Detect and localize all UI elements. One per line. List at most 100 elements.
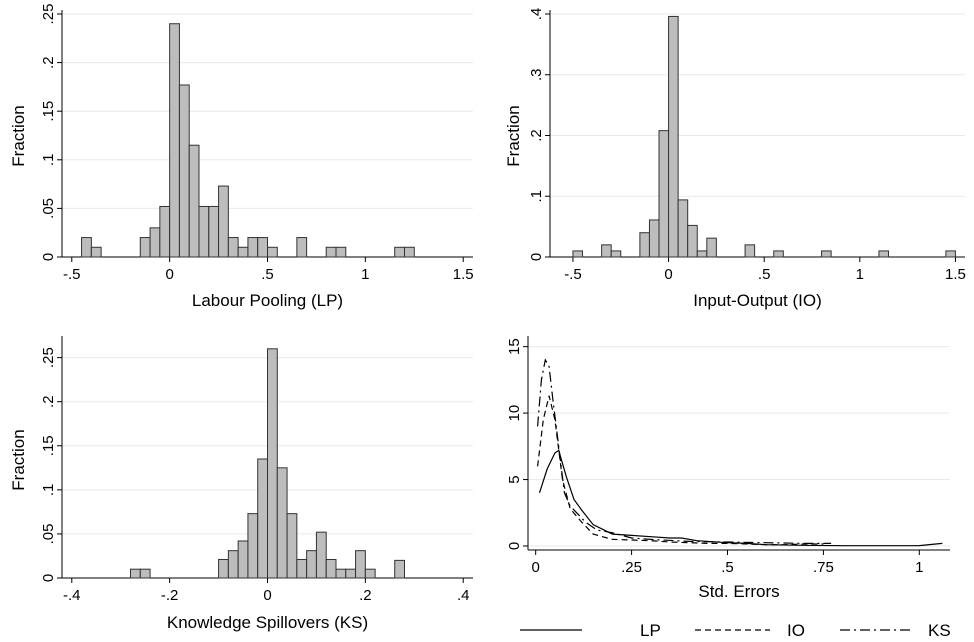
histogram-bar xyxy=(188,144,200,258)
histogram-bar xyxy=(149,227,161,258)
histogram-bar xyxy=(257,237,269,258)
x-tick-label: 0 xyxy=(532,559,540,576)
x-tick-label: .4 xyxy=(457,587,470,604)
histogram-bar xyxy=(198,205,210,258)
y-tick-label: 0 xyxy=(528,253,545,261)
y-tick-label: 0 xyxy=(506,542,523,550)
histogram-bar xyxy=(276,467,288,579)
histogram-bar xyxy=(286,513,298,579)
x-tick-label: .75 xyxy=(813,559,834,576)
x-tick-label: -.5 xyxy=(63,266,81,283)
y-tick-label: 5 xyxy=(506,475,523,483)
histogram-bar xyxy=(335,568,347,579)
legend-label-io: IO xyxy=(787,621,805,640)
histogram-bar xyxy=(247,237,259,258)
histogram-bar xyxy=(237,246,249,258)
y-axis-title: Fraction xyxy=(504,105,523,166)
histogram-bar xyxy=(267,348,278,579)
x-axis-title: Input-Output (IO) xyxy=(693,291,822,310)
y-axis-title: Fraction xyxy=(9,105,28,166)
histogram-bar xyxy=(601,244,612,258)
histogram-bar xyxy=(658,130,670,258)
x-tick-label: 1 xyxy=(856,266,864,283)
histogram-bar xyxy=(130,568,141,579)
y-tick-label: .2 xyxy=(40,395,57,408)
histogram-bar xyxy=(355,550,366,579)
histogram-bar xyxy=(639,232,650,258)
histogram-input-output: 0 .1 .2 .3 .4 -.5 0 .5 1 1.5 Input-Output (IO) Frac… xyxy=(504,8,966,310)
histogram-bar xyxy=(325,558,337,579)
x-axis-title: Labour Pooling (LP) xyxy=(192,291,343,310)
x-axis-title: Std. Errors xyxy=(698,582,779,601)
histogram-bar xyxy=(267,246,278,258)
histogram-labour-pooling: 0 .05 .1 .15 .2 .25 -.5 0 .5 1 1.5 Labour Pooling (… xyxy=(9,4,474,310)
y-tick-label: 0 xyxy=(40,574,57,582)
histogram-bar xyxy=(677,199,689,258)
histogram-bar xyxy=(394,246,406,258)
y-tick-label: .3 xyxy=(528,68,545,81)
x-tick-label: 0 xyxy=(165,266,173,283)
histogram-bar xyxy=(218,558,229,579)
y-tick-label: 0 xyxy=(40,253,57,261)
histogram-bar xyxy=(773,250,784,258)
x-axis-title: Knowledge Spillovers (KS) xyxy=(167,613,368,632)
density-line-ks xyxy=(537,358,832,544)
histogram-bar xyxy=(139,568,151,579)
legend-label-lp: LP xyxy=(640,621,661,640)
histogram-bar xyxy=(945,250,956,258)
x-tick-label: 1 xyxy=(361,266,369,283)
histogram-bar xyxy=(821,250,832,258)
density-std-errors: 0 5 10 15 0 .25 .5 .75 1 Std. Errors xyxy=(506,336,950,601)
y-tick-label: 15 xyxy=(506,338,523,355)
x-tick-label: 1.5 xyxy=(453,266,474,283)
legend-label-ks: KS xyxy=(928,621,951,640)
histogram-bar xyxy=(648,219,660,258)
x-tick-label: -.4 xyxy=(63,587,81,604)
y-tick-label: .05 xyxy=(40,523,57,544)
histogram-bar xyxy=(227,550,239,579)
histogram-bar xyxy=(404,246,415,258)
histogram-bar xyxy=(139,237,151,258)
histogram-bar xyxy=(169,23,180,258)
x-tick-label: -.5 xyxy=(564,266,582,283)
x-tick-label: 0 xyxy=(664,266,672,283)
y-tick-label: .15 xyxy=(40,101,57,122)
x-tick-label: 1 xyxy=(915,559,923,576)
y-tick-label: .4 xyxy=(528,8,545,21)
histogram-bar xyxy=(159,205,171,258)
histogram-bar xyxy=(90,246,102,258)
histogram-bar xyxy=(394,559,406,579)
histogram-bar xyxy=(296,558,308,579)
histogram-bar xyxy=(296,237,308,258)
y-tick-label: 10 xyxy=(506,405,523,422)
x-tick-label: .5 xyxy=(261,266,274,283)
histogram-bar xyxy=(208,205,220,258)
histogram-bar xyxy=(178,84,190,258)
histogram-bar xyxy=(247,513,259,579)
x-tick-label: .5 xyxy=(721,559,734,576)
histogram-bar xyxy=(335,246,347,258)
histogram-bar xyxy=(744,244,756,258)
x-tick-label: 1.5 xyxy=(945,266,966,283)
histogram-bar xyxy=(364,568,376,579)
y-tick-label: .25 xyxy=(40,347,57,368)
density-line-lp xyxy=(538,449,943,547)
y-tick-label: .1 xyxy=(528,190,545,203)
histogram-bar xyxy=(696,250,708,258)
x-tick-label: -.2 xyxy=(161,587,179,604)
y-tick-label: .25 xyxy=(40,4,57,25)
x-tick-label: 0 xyxy=(263,587,271,604)
legend: LP IO KS xyxy=(520,621,951,640)
histogram-bar xyxy=(572,250,584,258)
histogram-bar xyxy=(257,458,269,579)
histogram-bar xyxy=(325,246,337,258)
x-tick-label: .2 xyxy=(359,587,372,604)
histogram-bar xyxy=(345,568,357,579)
x-tick-label: .5 xyxy=(758,266,771,283)
x-tick-label: .25 xyxy=(621,559,642,576)
y-tick-label: .2 xyxy=(40,56,57,69)
y-axis-title: Fraction xyxy=(9,429,28,490)
histogram-knowledge-spillovers: 0 .05 .1 .15 .2 .25 -.4 -.2 0 .2 .4 Knowledge Spill… xyxy=(9,336,473,632)
histogram-bar xyxy=(878,250,890,258)
